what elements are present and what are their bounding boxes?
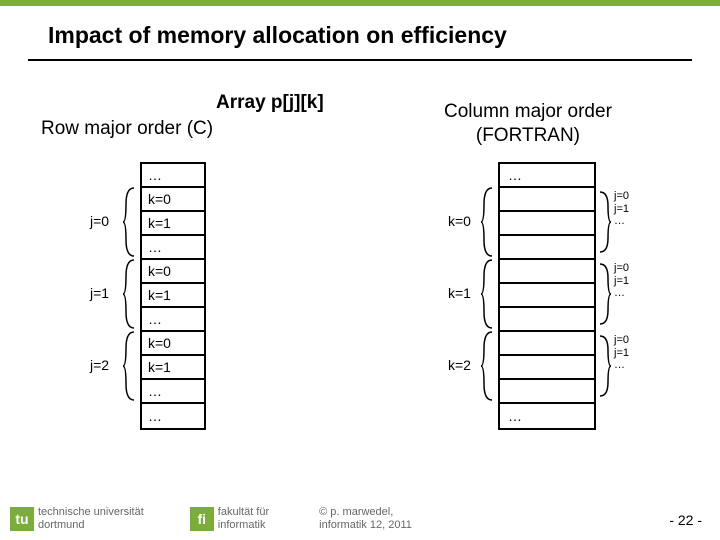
- title-divider: [28, 59, 692, 61]
- fi-logo-box: fi: [190, 507, 214, 531]
- copyright-l1: © p. marwedel,: [319, 506, 393, 518]
- col-major-cell: …: [500, 164, 594, 188]
- row-major-cell: …: [142, 380, 204, 404]
- fi-text-l1: fakultät für: [218, 506, 269, 518]
- row-major-cell: k=0: [142, 260, 204, 284]
- col-major-label-l1: Column major order: [444, 101, 612, 122]
- brace-icon: [122, 330, 136, 402]
- brace-icon: [598, 190, 612, 254]
- brace-icon: [598, 334, 612, 398]
- brace-icon: [598, 262, 612, 326]
- brace-icon: [122, 258, 136, 330]
- col-group-jlines: j=0j=1…: [614, 262, 629, 300]
- row-major-cell: k=0: [142, 188, 204, 212]
- row-group-label: j=2: [90, 357, 109, 373]
- col-major-cell: [500, 332, 594, 356]
- array-label: Array p[j][k]: [216, 92, 324, 114]
- row-group-label: j=1: [90, 285, 109, 301]
- col-group-label: k=1: [448, 285, 471, 301]
- col-major-cell: [500, 356, 594, 380]
- footer: tu technische universität dortmund fi fa…: [0, 498, 720, 540]
- row-group-label: j=0: [90, 213, 109, 229]
- col-major-cell: [500, 284, 594, 308]
- tu-text: technische universität dortmund: [38, 506, 144, 532]
- row-major-cell: …: [142, 164, 204, 188]
- row-major-cell: …: [142, 236, 204, 260]
- col-major-cell: [500, 308, 594, 332]
- row-major-cell: k=1: [142, 284, 204, 308]
- row-major-cell: k=1: [142, 356, 204, 380]
- fi-logo: fi fakultät für informatik: [190, 506, 269, 532]
- col-major-cell: …: [500, 404, 594, 428]
- brace-icon: [122, 186, 136, 258]
- col-major-label: Column major order (FORTRAN): [444, 100, 612, 148]
- fi-text: fakultät für informatik: [218, 506, 269, 532]
- row-major-cell: k=1: [142, 212, 204, 236]
- fi-text-l2: informatik: [218, 519, 266, 531]
- col-major-cell: [500, 236, 594, 260]
- row-major-column: …k=0k=1…k=0k=1…k=0k=1……: [140, 162, 206, 430]
- col-group-jlines: j=0j=1…: [614, 334, 629, 372]
- tu-logo-box: tu: [10, 507, 34, 531]
- col-major-column: ……: [498, 162, 596, 430]
- row-major-cell: …: [142, 404, 204, 428]
- tu-text-l1: technische universität: [38, 506, 144, 518]
- row-major-label: Row major order (C): [41, 118, 213, 140]
- row-major-cell: …: [142, 308, 204, 332]
- col-major-label-l2: (FORTRAN): [476, 125, 580, 146]
- col-major-cell: [500, 260, 594, 284]
- slide-title: Impact of memory allocation on efficienc…: [0, 6, 720, 59]
- col-group-jlines: j=0j=1…: [614, 190, 629, 228]
- tu-text-l2: dortmund: [38, 519, 84, 531]
- row-major-cell: k=0: [142, 332, 204, 356]
- tu-logo: tu technische universität dortmund: [10, 506, 144, 532]
- col-major-cell: [500, 188, 594, 212]
- brace-icon: [480, 258, 494, 330]
- page-number: - 22 -: [669, 512, 702, 528]
- brace-icon: [480, 186, 494, 258]
- col-group-label: k=2: [448, 357, 471, 373]
- copyright-text: © p. marwedel, informatik 12, 2011: [319, 506, 412, 532]
- brace-icon: [480, 330, 494, 402]
- col-major-cell: [500, 380, 594, 404]
- col-group-label: k=0: [448, 213, 471, 229]
- copyright-l2: informatik 12, 2011: [319, 519, 412, 531]
- col-major-cell: [500, 212, 594, 236]
